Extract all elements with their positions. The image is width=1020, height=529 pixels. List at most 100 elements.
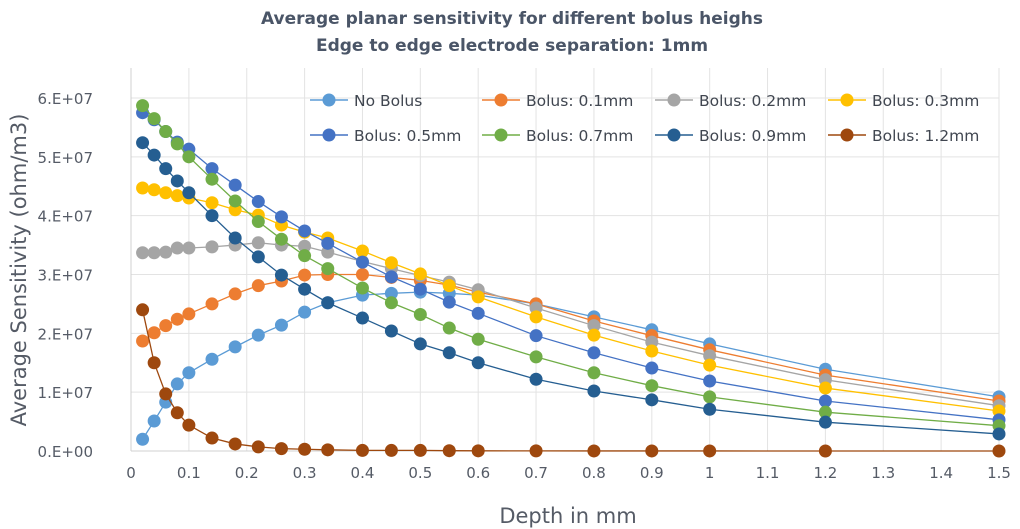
data-point bbox=[182, 418, 196, 432]
data-point bbox=[170, 312, 184, 326]
data-point bbox=[251, 195, 265, 209]
data-point bbox=[147, 246, 161, 260]
data-point bbox=[251, 328, 265, 342]
x-tick-label: 1.2 bbox=[813, 464, 837, 482]
data-point bbox=[587, 328, 601, 342]
data-point bbox=[159, 125, 173, 139]
chart-title: Average planar sensitivity for different… bbox=[261, 9, 763, 29]
data-point bbox=[587, 384, 601, 398]
data-point bbox=[182, 241, 196, 255]
series-line bbox=[142, 273, 1000, 402]
data-point bbox=[442, 346, 456, 360]
data-point bbox=[355, 443, 369, 457]
legend-label: Bolus: 1.2mm bbox=[872, 127, 979, 145]
legend-marker bbox=[322, 93, 336, 107]
legend-label: Bolus: 0.2mm bbox=[699, 92, 806, 110]
data-point bbox=[645, 344, 659, 358]
data-point bbox=[587, 346, 601, 360]
data-point bbox=[442, 279, 456, 293]
data-point bbox=[992, 427, 1006, 441]
data-point bbox=[529, 372, 543, 386]
data-point bbox=[587, 444, 601, 458]
data-point bbox=[205, 431, 219, 445]
series-group bbox=[136, 99, 1006, 458]
data-point bbox=[703, 374, 717, 388]
data-point bbox=[384, 256, 398, 270]
legend-label: Bolus: 0.9mm bbox=[699, 127, 806, 145]
legend-label: Bolus: 0.5mm bbox=[354, 127, 461, 145]
x-tick-label: 1.4 bbox=[929, 464, 953, 482]
data-point bbox=[251, 440, 265, 454]
x-tick-label: 0.4 bbox=[351, 464, 375, 482]
y-tick-label: 1.E+07 bbox=[38, 384, 93, 402]
x-tick-label: 0.8 bbox=[582, 464, 606, 482]
x-tick-label: 1.1 bbox=[756, 464, 780, 482]
legend-label: Bolus: 0.3mm bbox=[872, 92, 979, 110]
data-point bbox=[355, 311, 369, 325]
data-point bbox=[818, 415, 832, 429]
data-point bbox=[384, 443, 398, 457]
data-point bbox=[205, 352, 219, 366]
legend-item: Bolus: 0.1mm bbox=[482, 92, 633, 110]
y-axis-label: Average Sensitivity (ohm/m3) bbox=[7, 114, 31, 427]
series-bolus-1-2mm bbox=[136, 303, 1006, 458]
data-point bbox=[992, 444, 1006, 458]
data-point bbox=[205, 240, 219, 254]
data-point bbox=[298, 224, 312, 238]
legend-item: Bolus: 0.2mm bbox=[655, 92, 806, 110]
x-tick-label: 0.2 bbox=[235, 464, 259, 482]
data-point bbox=[136, 334, 150, 348]
series-bolus-0-7mm bbox=[136, 99, 1006, 433]
data-point bbox=[355, 281, 369, 295]
data-point bbox=[228, 437, 242, 451]
data-point bbox=[321, 262, 335, 276]
legend-item: Bolus: 0.9mm bbox=[655, 127, 806, 145]
data-point bbox=[587, 366, 601, 380]
x-axis-label: Depth in mm bbox=[499, 504, 636, 528]
data-point bbox=[147, 356, 161, 370]
x-tick-label: 0.3 bbox=[293, 464, 317, 482]
data-point bbox=[251, 236, 265, 250]
data-point bbox=[182, 186, 196, 200]
data-point bbox=[703, 444, 717, 458]
data-point bbox=[182, 307, 196, 321]
data-point bbox=[645, 393, 659, 407]
data-point bbox=[384, 286, 398, 300]
legend-marker bbox=[494, 128, 508, 142]
legend-item: Bolus: 1.2mm bbox=[828, 127, 979, 145]
x-tick-label: 0.6 bbox=[466, 464, 490, 482]
data-point bbox=[228, 231, 242, 245]
data-point bbox=[384, 270, 398, 284]
data-point bbox=[703, 390, 717, 404]
data-point bbox=[298, 282, 312, 296]
data-point bbox=[355, 255, 369, 269]
y-axis-ticks: 0.E+00 1.E+07 2.E+07 3.E+07 4.E+07 5.E+07 6.E+… bbox=[38, 90, 93, 461]
x-tick-label: 0.9 bbox=[640, 464, 664, 482]
data-point bbox=[182, 366, 196, 380]
data-point bbox=[159, 319, 173, 333]
data-point bbox=[703, 358, 717, 372]
data-point bbox=[384, 296, 398, 310]
data-point bbox=[147, 148, 161, 162]
data-point bbox=[205, 209, 219, 223]
series-line bbox=[141, 309, 999, 452]
x-tick-label: 1.5 bbox=[987, 464, 1011, 482]
data-point bbox=[529, 329, 543, 343]
data-point bbox=[321, 236, 335, 250]
series-line bbox=[142, 105, 1000, 427]
x-tick-label: 1 bbox=[705, 464, 715, 482]
legend-item: No Bolus bbox=[310, 92, 422, 110]
legend-marker bbox=[667, 93, 681, 107]
data-point bbox=[471, 290, 485, 304]
series-no-bolus bbox=[136, 285, 1006, 446]
y-tick-label: 4.E+07 bbox=[38, 208, 93, 226]
legend-marker bbox=[494, 93, 508, 107]
legend-marker bbox=[840, 128, 854, 142]
data-point bbox=[136, 432, 150, 446]
data-point bbox=[228, 340, 242, 354]
x-tick-label: 1.3 bbox=[871, 464, 895, 482]
data-point bbox=[228, 194, 242, 208]
data-point bbox=[274, 210, 288, 224]
y-tick-label: 3.E+07 bbox=[38, 267, 93, 285]
data-point bbox=[136, 246, 150, 260]
